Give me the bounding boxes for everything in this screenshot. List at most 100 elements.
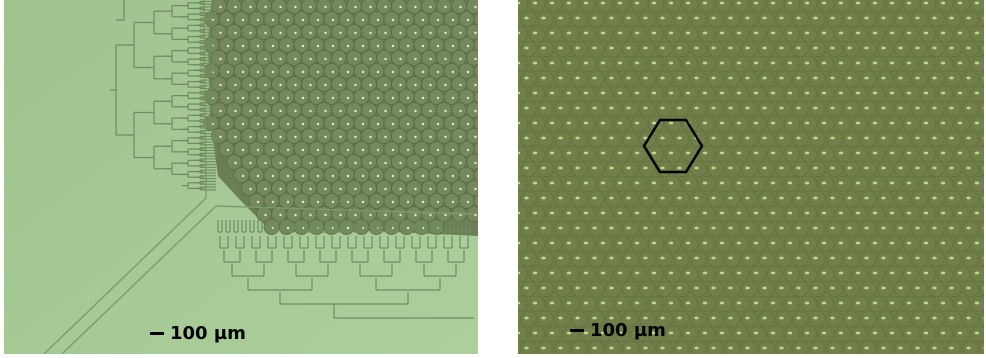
droplet (338, 89, 355, 105)
droplet-highlight (474, 31, 477, 35)
droplet-highlight (966, 286, 971, 290)
droplet (690, 250, 707, 268)
droplet (248, 167, 265, 183)
scale-bar-label: 100 µm (170, 323, 246, 344)
droplet-highlight (711, 166, 716, 170)
droplet (707, 250, 724, 268)
droplet (868, 295, 886, 313)
droplet (346, 154, 362, 170)
droplet-highlight (881, 16, 886, 20)
droplet (605, 310, 622, 328)
droplet-highlight (753, 181, 759, 185)
droplet-highlight (864, 346, 869, 350)
droplet-highlight (592, 46, 597, 50)
droplet-highlight (660, 286, 665, 290)
droplet-highlight (271, 174, 275, 178)
droplet-highlight (532, 301, 538, 305)
droplet-highlight (711, 106, 716, 110)
droplet-highlight (294, 83, 297, 87)
droplet-highlight (906, 31, 912, 35)
droplet-highlight (872, 91, 878, 95)
droplet-highlight (804, 211, 810, 215)
droplet (732, 295, 750, 313)
droplet (928, 190, 945, 208)
droplet (271, 154, 287, 170)
droplet (613, 145, 631, 163)
droplet-highlight (617, 91, 623, 95)
droplet (953, 295, 971, 313)
droplet-highlight (583, 151, 589, 155)
droplet-highlight (804, 151, 810, 155)
droplet (301, 128, 317, 144)
droplet-highlight (600, 241, 606, 245)
droplet (436, 50, 452, 66)
droplet (406, 206, 422, 222)
droplet (647, 85, 665, 103)
droplet (800, 265, 818, 283)
droplet-highlight (249, 83, 252, 87)
droplet-highlight (974, 271, 980, 275)
droplet (413, 11, 430, 27)
droplet-highlight (626, 346, 631, 350)
droplet (421, 76, 437, 92)
droplet-highlight (974, 301, 980, 305)
droplet-highlight (787, 181, 793, 185)
droplet-highlight (316, 200, 320, 204)
droplet (945, 100, 962, 118)
droplet-highlight (459, 31, 462, 35)
droplet-highlight (309, 5, 312, 9)
droplet-highlight (549, 151, 555, 155)
droplet (953, 115, 971, 133)
droplet-highlight (354, 31, 357, 35)
droplet-highlight (575, 46, 580, 50)
droplet-highlight (384, 161, 387, 165)
droplet-highlight (872, 31, 878, 35)
droplet (562, 115, 580, 133)
droplet (724, 280, 741, 298)
droplet (681, 25, 699, 43)
droplet (630, 175, 648, 193)
droplet-highlight (694, 46, 699, 50)
droplet-highlight (685, 31, 691, 35)
droplet (545, 25, 563, 43)
droplet (639, 190, 656, 208)
droplet (868, 115, 886, 133)
droplet (953, 265, 971, 283)
droplet-highlight (249, 135, 252, 139)
droplet-highlight (541, 256, 546, 260)
droplet-highlight (983, 16, 984, 20)
droplet (630, 85, 648, 103)
droplet (443, 37, 460, 53)
droplet (605, 40, 622, 58)
droplet-highlight (830, 166, 835, 170)
droplet (278, 141, 295, 157)
droplet (698, 235, 716, 253)
droplet-highlight (421, 174, 425, 178)
droplet-highlight (711, 76, 716, 80)
droplet-highlight (940, 91, 946, 95)
droplet-highlight (974, 331, 980, 335)
droplet-highlight (384, 5, 387, 9)
droplet-highlight (626, 286, 631, 290)
droplet-highlight (719, 331, 725, 335)
droplet-highlight (906, 241, 912, 245)
droplet-highlight (592, 226, 597, 230)
droplet-highlight (592, 196, 597, 200)
droplet-highlight (339, 83, 342, 87)
droplet-highlight (286, 148, 290, 152)
droplet-highlight (651, 121, 657, 125)
droplet (953, 85, 971, 103)
droplet-highlight (830, 316, 835, 320)
droplet-highlight (609, 166, 614, 170)
droplet-highlight (241, 96, 245, 100)
droplet (622, 250, 639, 268)
droplet-highlight (804, 121, 810, 125)
droplet-highlight (847, 136, 852, 140)
droplet (331, 76, 347, 92)
droplet-highlight (677, 136, 682, 140)
droplet (911, 190, 928, 208)
droplet-highlight (241, 70, 245, 74)
droplet-highlight (906, 331, 912, 335)
droplet (936, 85, 954, 103)
droplet-highlight (855, 31, 861, 35)
